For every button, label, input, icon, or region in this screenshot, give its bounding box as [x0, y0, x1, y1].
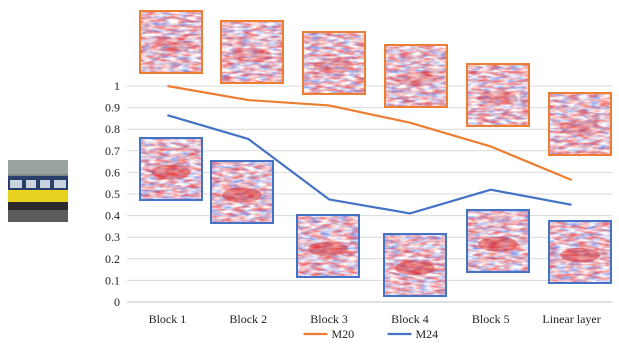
saliency-map-m20 — [466, 63, 530, 127]
y-tick-label: 0.3 — [105, 230, 120, 244]
x-category-labels: Block 1 Block 2 Block 3 Block 4 Block 5 Linea… — [149, 312, 601, 326]
y-tick-label: 0.1 — [105, 273, 120, 287]
y-tick-labels: 0 0.1 0.2 0.3 0.4 0.5 0.6 0.7 0.8 0.9 1 — [105, 79, 120, 309]
x-category-label: Block 2 — [229, 312, 267, 326]
y-tick-label: 0 — [114, 295, 120, 309]
x-category-label: Block 3 — [310, 312, 348, 326]
y-tick-label: 0.7 — [105, 144, 120, 158]
saliency-map-m24 — [210, 160, 274, 224]
saliency-map-m24 — [383, 233, 447, 297]
y-tick-label: 0.9 — [105, 101, 120, 115]
input-image — [8, 160, 68, 222]
gridlines — [127, 85, 612, 281]
saliency-map-m24 — [139, 137, 203, 201]
saliency-map-m20 — [384, 44, 448, 108]
saliency-map-m24 — [466, 209, 530, 273]
series-line-m24 — [167, 114, 572, 215]
y-tick-label: 0.4 — [105, 209, 120, 223]
series-line-m20 — [167, 84, 573, 181]
y-tick-label: 0.5 — [105, 187, 120, 201]
x-category-label: Block 5 — [472, 312, 510, 326]
y-tick-label: 1 — [114, 79, 120, 93]
x-category-label: Linear layer — [542, 312, 600, 326]
legend: M20 M24 — [303, 327, 439, 341]
legend-label-m24: M24 — [416, 327, 439, 341]
y-tick-label: 0.2 — [105, 252, 120, 266]
x-category-label: Block 4 — [391, 312, 429, 326]
saliency-map-m24 — [548, 220, 612, 284]
y-tick-label: 0.6 — [105, 165, 120, 179]
x-category-label: Block 1 — [149, 312, 187, 326]
saliency-map-m20 — [548, 92, 612, 156]
saliency-map-m24 — [296, 214, 360, 278]
saliency-maps — [139, 10, 612, 297]
saliency-map-m20 — [139, 10, 203, 74]
saliency-map-m20 — [302, 31, 366, 95]
series-lines — [167, 84, 573, 215]
y-tick-label: 0.8 — [105, 122, 120, 136]
saliency-map-m20 — [220, 20, 284, 84]
legend-label-m20: M20 — [332, 327, 355, 341]
